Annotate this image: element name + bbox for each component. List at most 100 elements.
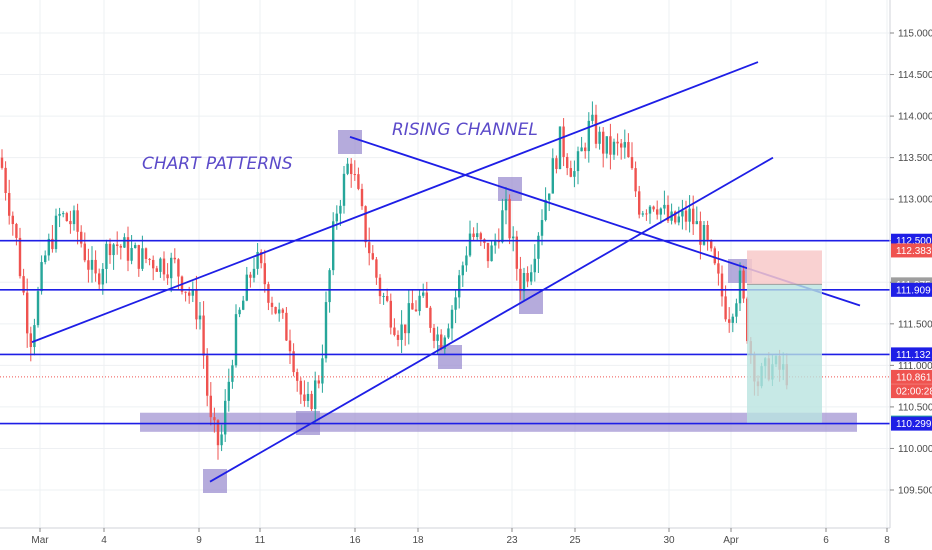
- candle-body: [418, 295, 421, 312]
- candle-body: [310, 393, 313, 409]
- candle-body: [83, 243, 86, 261]
- price-badge: [891, 384, 932, 399]
- candle-body: [306, 393, 310, 401]
- candle-body: [58, 213, 61, 216]
- x-tick-label: Apr: [723, 535, 739, 546]
- price-badge-label: 02:00:28: [896, 387, 932, 398]
- candle-body: [414, 309, 418, 312]
- candle-body: [432, 327, 436, 341]
- candle-body: [476, 233, 479, 238]
- candle-body: [288, 340, 292, 352]
- trendline: [209, 156, 774, 483]
- candle-body: [278, 309, 281, 314]
- x-tick-label: 8: [884, 535, 890, 546]
- candle-body: [101, 268, 104, 285]
- candle-body: [522, 273, 526, 292]
- candle-body: [245, 274, 248, 301]
- y-tick-label: 109.500: [898, 486, 932, 497]
- candle-body: [540, 220, 544, 236]
- price-badge: [891, 416, 932, 431]
- candle-body: [724, 296, 727, 320]
- candle-body: [220, 434, 223, 446]
- candle-body: [508, 198, 511, 239]
- candle-body: [692, 208, 695, 225]
- candle-body: [429, 307, 432, 328]
- y-tick-label: 110.000: [898, 444, 932, 455]
- candle-body: [4, 167, 7, 194]
- candle-body: [386, 296, 389, 301]
- price-badge-label: 111.909: [896, 285, 931, 296]
- candle-body: [292, 351, 295, 373]
- y-tick-label: 115.000: [898, 29, 932, 40]
- candle-body: [382, 296, 385, 298]
- candle-body: [371, 253, 374, 260]
- candle-body: [11, 215, 14, 225]
- candle-body: [681, 210, 684, 217]
- candle-body: [663, 204, 666, 209]
- candle-body: [328, 270, 331, 303]
- candle-body: [33, 325, 36, 348]
- target-zone: [747, 284, 822, 423]
- candle-body: [605, 136, 608, 154]
- candle-body: [285, 312, 288, 341]
- annotation-chart-patterns: CHART PATTERNS: [142, 154, 293, 174]
- x-tick-label: 6: [823, 535, 829, 546]
- candle-body: [569, 168, 572, 177]
- candle-body: [76, 210, 79, 232]
- candle-body: [274, 306, 277, 314]
- candle-body: [526, 273, 529, 282]
- candle-body: [0, 157, 4, 168]
- price-badge-label: 112.500: [896, 236, 932, 247]
- candle-body: [602, 131, 605, 154]
- price-badge-label: 110.299: [896, 419, 932, 430]
- position-box: [747, 250, 822, 423]
- candle-body: [242, 300, 245, 310]
- y-tick-label: 114.500: [898, 70, 932, 81]
- candle-body: [213, 417, 216, 421]
- candle-body: [720, 273, 724, 297]
- candle-body: [630, 157, 634, 169]
- candle-body: [627, 142, 630, 158]
- pivot-marker: [203, 469, 227, 493]
- candle-body: [479, 233, 482, 240]
- candle-body: [591, 114, 594, 121]
- candle-body: [303, 394, 306, 401]
- candle-body: [468, 233, 472, 256]
- candle-body: [137, 245, 140, 269]
- candle-body: [184, 291, 187, 293]
- pivot-marker: [338, 130, 362, 154]
- candle-body: [299, 380, 302, 395]
- candle-body: [515, 236, 518, 269]
- candle-body: [562, 126, 565, 157]
- candle-body: [94, 259, 97, 274]
- candle-body: [152, 259, 155, 269]
- candle-body: [411, 303, 414, 310]
- price-badge-label: 110.861: [896, 372, 932, 383]
- candle-body: [598, 131, 601, 144]
- candle-body: [422, 292, 425, 296]
- candle-body: [710, 240, 713, 249]
- candle-body: [396, 334, 400, 340]
- candle-body: [447, 328, 450, 338]
- x-tick-label: 9: [196, 535, 202, 546]
- y-tick-label: 111.500: [898, 319, 932, 330]
- candle-body: [425, 292, 428, 308]
- candle-body: [648, 206, 652, 214]
- y-tick-label: 113.000: [898, 195, 932, 206]
- candle-body: [472, 233, 475, 238]
- x-tick-label: 11: [255, 535, 266, 546]
- candle-body: [249, 274, 252, 278]
- candle-body: [695, 221, 698, 225]
- candle-body: [576, 151, 580, 172]
- x-tick-label: 4: [101, 535, 107, 546]
- y-tick-label: 113.500: [898, 153, 932, 164]
- candle-body: [18, 237, 22, 277]
- stop-zone: [747, 250, 822, 285]
- candle-body: [652, 206, 655, 210]
- candle-body: [728, 319, 731, 323]
- candle-body: [587, 120, 590, 152]
- candle-body: [324, 302, 328, 359]
- candle-body: [112, 244, 115, 256]
